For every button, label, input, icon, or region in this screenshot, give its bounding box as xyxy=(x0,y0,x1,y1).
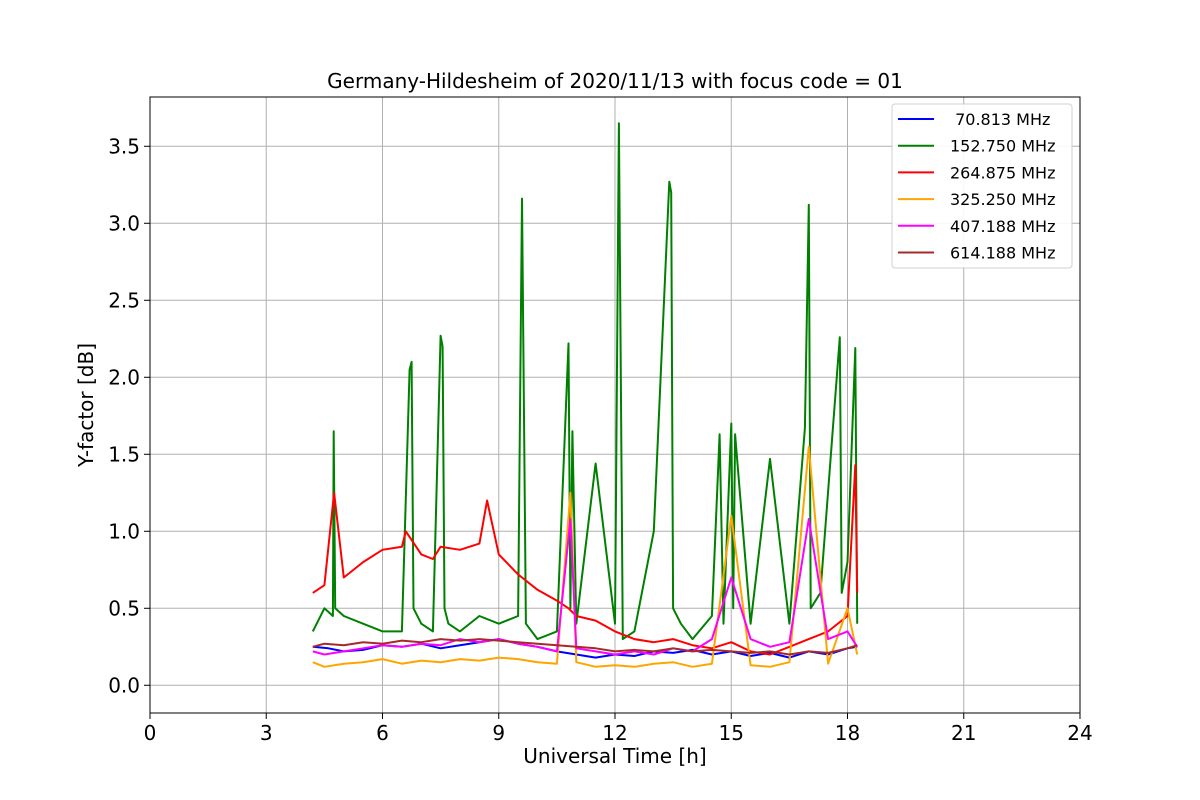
legend-label-0: 70.813 MHz xyxy=(950,110,1050,129)
series-line-5 xyxy=(312,638,858,656)
y-tick-label: 1.5 xyxy=(108,442,140,466)
series-line-2 xyxy=(312,464,859,656)
legend-label-2: 264.875 MHz xyxy=(950,163,1055,182)
legend-label-3: 325.250 MHz xyxy=(950,190,1055,209)
x-tick-label: 9 xyxy=(492,721,505,745)
y-axis-label: Y-factor [dB] xyxy=(74,343,98,468)
x-tick-label: 0 xyxy=(144,721,157,745)
x-tick-label: 12 xyxy=(602,721,627,745)
series-line-1 xyxy=(311,122,859,641)
y-tick-label: 1.0 xyxy=(108,519,140,543)
y-tick-label: 2.5 xyxy=(108,288,140,312)
y-tick-label: 0.5 xyxy=(108,596,140,620)
x-tick-label: 24 xyxy=(1067,721,1092,745)
chart-title: Germany-Hildesheim of 2020/11/13 with fo… xyxy=(327,69,903,93)
y-tick-label: 0.0 xyxy=(108,673,140,697)
x-axis-label: Universal Time [h] xyxy=(523,744,706,768)
x-tick-label: 18 xyxy=(835,721,860,745)
series-line-3 xyxy=(312,445,859,668)
x-tick-label: 6 xyxy=(376,721,389,745)
ticks: 0 3 6 9 12 15 18 21 24 0.0 0.5 1.0 1.5 2.0 2.5 3.0 3.5 xyxy=(108,134,1093,745)
legend-label-4: 407.188 MHz xyxy=(950,217,1055,236)
series-line-4 xyxy=(312,518,859,656)
y-tick-label: 3.0 xyxy=(108,211,140,235)
x-tick-label: 3 xyxy=(260,721,273,745)
y-tick-label: 3.5 xyxy=(108,134,140,158)
legend-label-1: 152.750 MHz xyxy=(950,137,1055,156)
x-tick-label: 21 xyxy=(951,721,976,745)
series-layer xyxy=(311,122,859,668)
legend-label-5: 614.188 MHz xyxy=(950,244,1055,263)
y-tick-label: 2.0 xyxy=(108,365,140,389)
legend: 70.813 MHz 152.750 MHz 264.875 MHz 325.250 … xyxy=(891,103,1073,269)
legend-box xyxy=(891,103,1073,269)
x-tick-label: 15 xyxy=(719,721,744,745)
